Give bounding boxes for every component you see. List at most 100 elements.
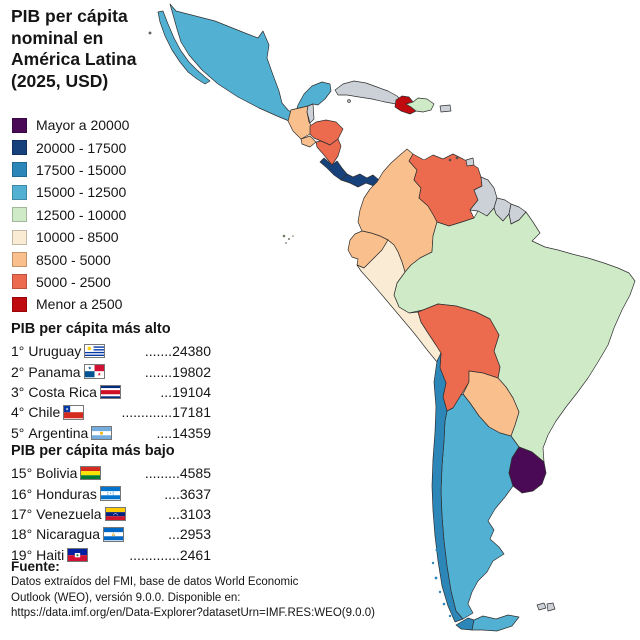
country-label: Uruguay xyxy=(28,343,82,360)
country-label: Costa Rica xyxy=(28,383,97,400)
title-line: América Latina xyxy=(11,49,137,69)
legend: Mayor a 20000 20000 - 17500 17500 - 1500… xyxy=(12,114,129,316)
ranking-row: 17° Venezuela ...3103 xyxy=(11,504,211,524)
ranking-row: 18° Nicaragua ...2953 xyxy=(11,524,211,544)
gdp-value: 3637 xyxy=(179,485,211,502)
gdp-value: 24380 xyxy=(172,343,211,360)
rank-number: 3° xyxy=(11,383,25,400)
ranking-row: 19° Haiti .............2461 xyxy=(11,545,211,565)
country-label: Panama xyxy=(28,363,81,380)
region-baja-california xyxy=(157,10,211,85)
value-with-leader: .........4585 xyxy=(144,465,211,482)
value-with-leader: .............2461 xyxy=(129,546,211,563)
ranking-lowest-heading: PIB per cápita más bajo xyxy=(11,443,175,459)
country-label: Venezuela xyxy=(36,505,102,522)
island-margarita xyxy=(448,158,452,162)
value-with-leader: ...19104 xyxy=(160,383,211,400)
region-tierra-del-fuego-argentina xyxy=(471,614,520,632)
ranking-row: 5° Argentina ....14359 xyxy=(11,423,211,443)
flag-honduras-icon xyxy=(99,486,121,501)
rank-number: 17° xyxy=(11,505,33,522)
island-tobago xyxy=(455,156,459,160)
flag-uruguay-icon xyxy=(84,343,106,359)
value-with-leader: ...3103 xyxy=(168,505,211,522)
title-line: (2025, USD) xyxy=(11,70,109,91)
country-panama xyxy=(340,173,380,188)
legend-label: 5000 - 2500 xyxy=(36,273,111,290)
rank-number: 16° xyxy=(11,485,33,502)
country-honduras xyxy=(309,119,344,146)
legend-label: 8500 - 5000 xyxy=(36,251,111,268)
gdp-value: 3103 xyxy=(179,505,211,522)
island-guadalupe xyxy=(148,31,152,35)
country-dominican-republic xyxy=(405,97,435,113)
legend-swatch xyxy=(12,117,27,133)
legend-label: 15000 - 12500 xyxy=(36,184,127,201)
title-line: PIB per cápita xyxy=(11,6,128,26)
country-label: Haiti xyxy=(36,546,65,563)
flag-chile-icon xyxy=(63,405,85,420)
gdp-value: 19802 xyxy=(172,363,211,380)
legend-swatch xyxy=(12,162,27,178)
gdp-value: 19104 xyxy=(172,383,211,400)
country-cuba xyxy=(334,80,402,105)
islands-chile-archipelago xyxy=(431,548,452,618)
country-label: Argentina xyxy=(28,424,89,441)
page-title: PIB per cápita nominal en América Latina… xyxy=(11,6,136,92)
flag-costa-rica-icon xyxy=(99,384,121,400)
country-label: Nicaragua xyxy=(36,526,100,543)
ranking-row: 1° Uruguay .......24380 xyxy=(11,341,211,361)
ranking-row: 3° Costa Rica ...19104 xyxy=(11,382,211,402)
rank-number: 5° xyxy=(11,424,25,441)
legend-swatch xyxy=(12,274,27,290)
rank-number: 18° xyxy=(11,526,33,543)
ranking-row: 16° Honduras ....3637 xyxy=(11,483,211,503)
gdp-value: 2461 xyxy=(179,546,211,563)
legend-swatch xyxy=(12,140,27,156)
country-mexico xyxy=(169,3,332,122)
gdp-value: 4585 xyxy=(179,465,211,482)
legend-item: 12500 - 10000 xyxy=(12,204,129,226)
flag-nicaragua-icon xyxy=(103,527,124,542)
gdp-value: 2953 xyxy=(179,526,211,543)
flag-bolivia-icon xyxy=(80,465,102,481)
legend-item: 5000 - 2500 xyxy=(12,271,129,293)
country-trinidad-tobago xyxy=(465,157,475,167)
country-label: Bolivia xyxy=(36,465,78,482)
legend-item: 8500 - 5000 xyxy=(12,248,129,270)
rank-number: 4° xyxy=(11,404,25,421)
ranking-highest-heading: PIB per cápita más alto xyxy=(11,321,171,337)
legend-label: 12500 - 10000 xyxy=(36,206,127,223)
legend-label: Mayor a 20000 xyxy=(36,117,130,134)
legend-swatch xyxy=(12,229,27,245)
gdp-value: 14359 xyxy=(172,424,211,441)
islands-falkland xyxy=(536,602,556,612)
flag-venezuela-icon xyxy=(104,506,126,522)
source-block: Fuente: Datos extraídos del FMI, base de… xyxy=(11,558,441,622)
country-label: Honduras xyxy=(36,485,97,502)
gdp-value: 17181 xyxy=(172,404,211,421)
value-with-leader: .......24380 xyxy=(144,343,211,360)
country-chile xyxy=(431,352,464,623)
value-with-leader: ...2953 xyxy=(168,526,211,543)
legend-label: 17500 - 15000 xyxy=(36,161,127,178)
legend-item: 20000 - 17500 xyxy=(12,136,129,158)
country-label: Chile xyxy=(28,404,61,421)
legend-swatch xyxy=(12,184,27,200)
rank-number: 1° xyxy=(11,343,25,360)
rank-number: 19° xyxy=(11,546,33,563)
legend-item: 15000 - 12500 xyxy=(12,181,129,203)
country-puerto-rico xyxy=(439,104,452,113)
legend-item: 10000 - 8500 xyxy=(12,226,129,248)
legend-label: 20000 - 17500 xyxy=(36,139,127,156)
title-line: nominal en xyxy=(11,27,104,48)
legend-item: 17500 - 15000 xyxy=(12,159,129,181)
ranking-row: 4° Chile .............17181 xyxy=(11,402,211,422)
value-with-leader: ....14359 xyxy=(156,424,212,441)
legend-item: Mayor a 20000 xyxy=(12,114,129,136)
ranking-lowest: PIB per cápita más bajo 15° Bolivia .....… xyxy=(11,443,213,565)
rank-number: 15° xyxy=(11,465,33,482)
ranking-row: 2° Panama .......19802 xyxy=(11,361,211,381)
ranking-row: 15° Bolivia .........4585 xyxy=(11,463,211,483)
